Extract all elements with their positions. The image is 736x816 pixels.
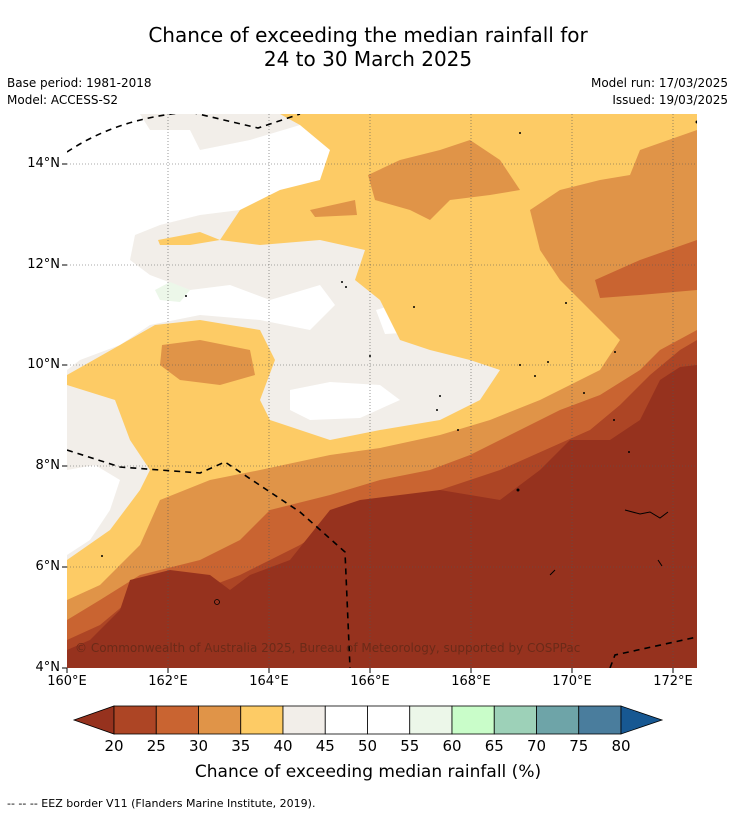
copyright-notice: © Commonwealth of Australia 2025, Bureau… [75,641,581,655]
region-55-60 [155,282,190,302]
longitude-label: 162°E [148,674,188,689]
colorbar-swatch [113,705,157,735]
colorbar-under-arrow [72,705,115,735]
longitude-label: 172°E [653,674,693,689]
colorbar-tick-label: 55 [400,737,420,755]
colorbar-tick-label: 40 [273,737,293,755]
map-plot-area [67,114,697,668]
colorbar-tick-label: 30 [188,737,209,755]
colorbar-swatch [240,705,284,735]
longitude-label: 170°E [552,674,592,689]
region-below-20 [67,365,697,668]
map-title-line2: 24 to 30 March 2025 [263,47,473,71]
latitude-label: 4°N [35,660,61,675]
colorbar-tick-label: 80 [611,737,631,755]
longitude-label: 160°E [47,674,87,689]
region-45-55-west [67,465,120,555]
colorbar-tick-label: 20 [104,737,124,755]
eez-legend-note: -- -- -- EEZ border V11 (Flanders Marine… [7,797,316,810]
islands [101,120,697,605]
colorbar-swatch [409,705,453,735]
colorbar-swatch [198,705,242,735]
longitude-label: 164°E [249,674,289,689]
base-period: Base period: 1981-2018 [7,76,152,90]
colorbar-swatch [155,705,199,735]
colorbar-tick-label: 35 [231,737,251,755]
colorbar-swatch [493,705,537,735]
latitude-label: 6°N [35,559,61,574]
region-45-55-mid [290,382,400,420]
colorbar-tick-label: 75 [569,737,589,755]
model-run: Model run: 17/03/2025 [590,76,728,90]
colorbar-swatch [451,705,495,735]
issued-date: Issued: 19/03/2025 [612,93,728,107]
longitude-label: 166°E [350,674,390,689]
colorbar-tick-label: 70 [526,737,547,755]
latitude-label: 10°N [27,357,60,372]
region-45-55-north [67,114,335,370]
colorbar-over-arrow [620,705,664,735]
colorbar-swatch [282,705,326,735]
axis-ticks [62,163,674,673]
map-title-line1: Chance of exceeding the median rainfall … [148,23,588,47]
colorbar-tick-label: 65 [484,737,504,755]
colorbar-swatch [324,705,368,735]
colorbar-swatch [367,705,411,735]
colorbar-tick-label: 60 [442,737,462,755]
island-chain [624,509,669,519]
model-name: Model: ACCESS-S2 [7,93,119,107]
latitude-label: 8°N [35,458,61,473]
colorbar-swatch [536,705,580,735]
eez-border [67,114,697,668]
graticule [67,114,697,668]
colorbar-tick-label: 45 [315,737,335,755]
colorbar-label: Chance of exceeding median rainfall (%) [194,762,542,782]
colorbar-tick-label: 25 [146,737,166,755]
region-45-55-small [185,160,235,188]
latitude-label: 14°N [27,156,60,171]
colorbar-swatch [578,705,622,735]
colorbar [72,705,664,735]
latitude-label: 12°N [27,257,60,272]
longitude-label: 168°E [451,674,491,689]
colorbar-tick-label: 50 [357,737,378,755]
